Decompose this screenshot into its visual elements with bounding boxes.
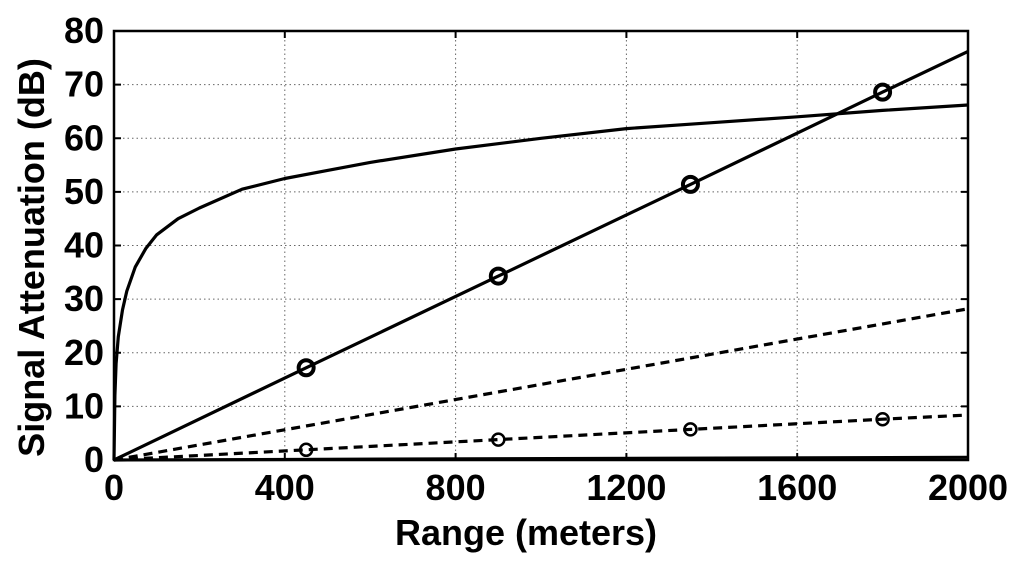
y-axis-label: Signal Attenuation (dB) <box>11 58 52 457</box>
y-tick-label: 0 <box>84 439 104 480</box>
series-2-marker <box>296 358 316 378</box>
y-tick-label: 50 <box>64 171 104 212</box>
series-4-marker <box>491 432 506 447</box>
y-tick-label: 10 <box>64 385 104 426</box>
y-tick-label: 70 <box>64 64 104 105</box>
series-2-marker <box>488 266 508 286</box>
x-tick-label: 800 <box>426 467 486 508</box>
y-tick-label: 30 <box>64 278 104 319</box>
series-4-line <box>113 413 969 462</box>
y-tick-label: 20 <box>64 332 104 373</box>
x-tick-label: 1600 <box>757 467 837 508</box>
series-2-line <box>113 49 969 462</box>
series-4-marker <box>875 411 890 427</box>
series-2-marker <box>680 174 700 194</box>
x-tick-label: 1200 <box>586 467 666 508</box>
x-tick-label: 400 <box>255 467 315 508</box>
y-tick-label: 60 <box>64 117 104 158</box>
x-tick-label: 2000 <box>928 467 1008 508</box>
series-1-line <box>112 103 969 461</box>
y-tick-label: 40 <box>64 225 104 266</box>
grid <box>114 31 968 460</box>
series-2-marker <box>873 82 893 102</box>
x-axis-label: Range (meters) <box>395 512 657 553</box>
series-4-marker <box>683 422 698 437</box>
x-tick-label: 0 <box>104 467 124 508</box>
y-tick-label: 80 <box>64 10 104 51</box>
series-3-line <box>113 307 969 462</box>
series-4-marker <box>298 442 314 458</box>
